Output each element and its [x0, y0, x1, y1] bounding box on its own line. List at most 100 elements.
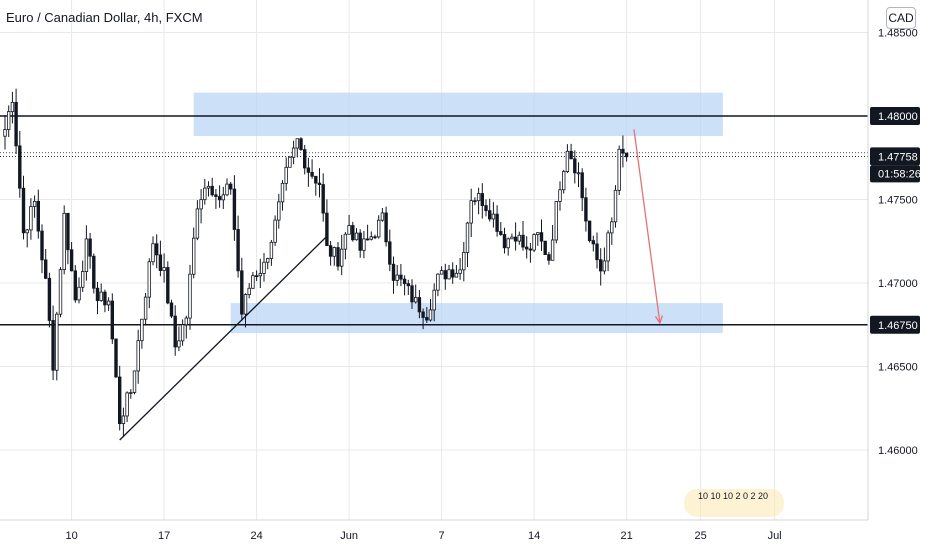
candle[interactable]	[299, 137, 303, 151]
candle[interactable]	[265, 257, 270, 270]
candle[interactable]	[125, 391, 129, 423]
candle[interactable]	[443, 263, 447, 290]
candle[interactable]	[339, 234, 344, 276]
candle[interactable]	[199, 189, 203, 224]
candle[interactable]	[62, 205, 66, 275]
candle[interactable]	[77, 277, 81, 304]
candle[interactable]	[569, 143, 573, 160]
candle[interactable]	[610, 217, 614, 245]
candle[interactable]	[147, 258, 151, 309]
candle[interactable]	[410, 279, 414, 309]
candle[interactable]	[462, 241, 466, 282]
candle[interactable]	[203, 178, 207, 205]
candle[interactable]	[247, 283, 251, 299]
candle[interactable]	[521, 221, 525, 251]
candle[interactable]	[362, 230, 366, 259]
candle[interactable]	[254, 270, 259, 282]
candle[interactable]	[169, 299, 174, 319]
candle[interactable]	[384, 206, 388, 247]
candle[interactable]	[347, 214, 351, 235]
candle[interactable]	[180, 319, 185, 346]
candle[interactable]	[473, 197, 477, 206]
candle[interactable]	[332, 246, 336, 266]
candle[interactable]	[621, 135, 625, 168]
candle[interactable]	[47, 272, 52, 328]
candle[interactable]	[499, 221, 503, 236]
candle[interactable]	[25, 228, 29, 248]
candle[interactable]	[369, 231, 373, 241]
currency-button[interactable]: CAD	[886, 7, 916, 29]
candle[interactable]	[273, 215, 277, 246]
candle[interactable]	[88, 232, 92, 269]
candle[interactable]	[225, 178, 229, 197]
candle[interactable]	[236, 215, 240, 278]
candle[interactable]	[358, 229, 362, 258]
candle[interactable]	[258, 258, 262, 289]
candle[interactable]	[399, 263, 403, 287]
candle[interactable]	[136, 329, 140, 384]
candle[interactable]	[81, 260, 85, 292]
candle[interactable]	[269, 239, 274, 266]
candle[interactable]	[295, 138, 299, 158]
candle[interactable]	[495, 205, 499, 237]
candle[interactable]	[617, 145, 621, 196]
candle[interactable]	[565, 144, 570, 174]
candle[interactable]	[36, 189, 40, 239]
candle[interactable]	[595, 232, 599, 269]
candle[interactable]	[491, 202, 496, 228]
candle[interactable]	[450, 262, 455, 284]
candle[interactable]	[214, 188, 218, 209]
candle[interactable]	[217, 185, 222, 208]
candle[interactable]	[532, 233, 536, 253]
candle[interactable]	[539, 219, 544, 251]
candle[interactable]	[502, 227, 507, 254]
candle[interactable]	[158, 240, 163, 277]
candle[interactable]	[40, 224, 44, 274]
candle[interactable]	[388, 229, 392, 272]
candle[interactable]	[251, 272, 255, 290]
candle[interactable]	[510, 233, 514, 240]
resistance-zone[interactable]	[193, 92, 723, 137]
candle[interactable]	[95, 281, 100, 315]
candle[interactable]	[58, 267, 63, 318]
candle[interactable]	[432, 283, 436, 322]
candle[interactable]	[132, 370, 137, 395]
candle[interactable]	[328, 240, 333, 266]
support-zone[interactable]	[230, 303, 723, 334]
candle[interactable]	[576, 162, 581, 188]
candle[interactable]	[291, 140, 296, 165]
candle[interactable]	[550, 224, 555, 261]
candle[interactable]	[21, 175, 26, 240]
candle[interactable]	[599, 248, 603, 286]
candle[interactable]	[44, 249, 48, 280]
candle[interactable]	[121, 407, 126, 438]
candle[interactable]	[543, 240, 547, 255]
candle[interactable]	[406, 279, 410, 295]
candle[interactable]	[343, 232, 348, 260]
candle[interactable]	[228, 181, 233, 195]
candle[interactable]	[188, 264, 192, 330]
candle[interactable]	[351, 221, 355, 242]
candle[interactable]	[154, 234, 159, 269]
candle[interactable]	[454, 265, 459, 278]
candle[interactable]	[310, 159, 314, 179]
candle[interactable]	[558, 181, 562, 211]
candle[interactable]	[321, 173, 325, 222]
projection-arrow[interactable]	[633, 129, 661, 324]
candle[interactable]	[140, 318, 144, 349]
candle[interactable]	[365, 224, 370, 241]
candle[interactable]	[487, 198, 492, 222]
candle[interactable]	[513, 222, 518, 251]
candle[interactable]	[591, 235, 595, 252]
candle[interactable]	[232, 175, 237, 241]
candle[interactable]	[143, 292, 148, 325]
candle[interactable]	[417, 290, 422, 319]
candle[interactable]	[373, 234, 377, 240]
candle[interactable]	[413, 284, 418, 304]
candle[interactable]	[465, 221, 470, 267]
candle[interactable]	[476, 187, 481, 215]
candle[interactable]	[354, 228, 359, 241]
candle[interactable]	[624, 152, 629, 162]
candle[interactable]	[3, 114, 7, 150]
